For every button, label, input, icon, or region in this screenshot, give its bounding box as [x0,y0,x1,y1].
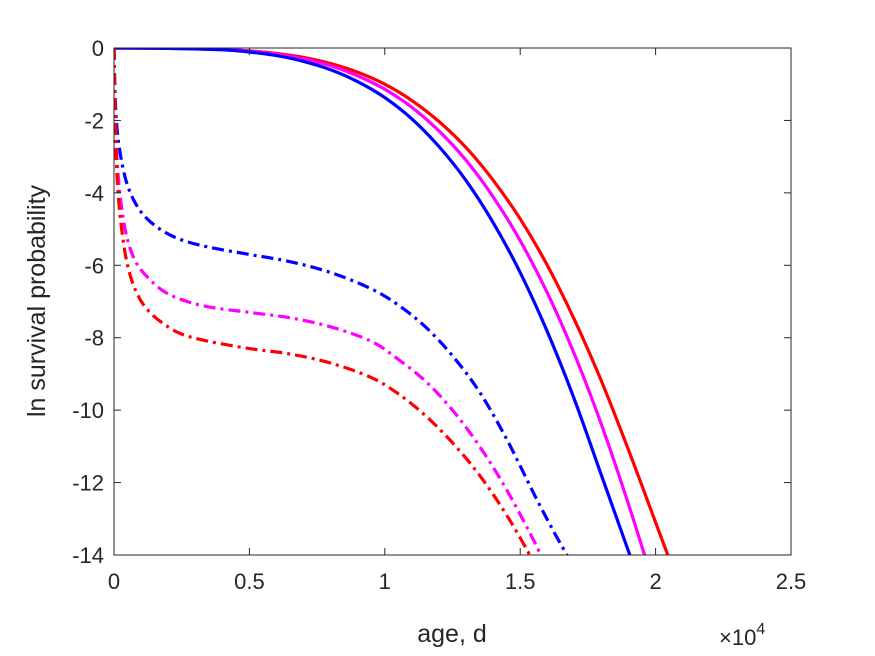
series-line-3-solid [114,48,632,555]
y-tick-label: -8 [84,326,104,351]
x-exponent-label: ×104 [719,621,765,650]
plot-frame [113,47,792,556]
y-tick-label: -2 [84,108,104,133]
x-tick-label: 2.5 [776,569,807,594]
y-tick-label: -4 [84,181,104,206]
series-line-4-dashdot [114,48,569,555]
ticks-layer: 0 0.5 1 1.5 2 2.5 0 -2 -4 -6 -8 -10 -12 -14 [72,36,806,594]
x-exponent-power: 4 [756,621,765,638]
series-line-6-dashdot [114,48,532,555]
axes-layer [113,47,792,556]
y-tick-label: -10 [72,398,104,423]
y-axis-label: ln survival probability [23,184,51,417]
series-line-5-dashdot [114,48,543,555]
y-tick-label: -6 [84,253,104,278]
x-axis-label: age, d [417,620,487,648]
plot-background [114,48,791,555]
series-layer [114,48,670,555]
x-tick-label: 1 [379,569,391,594]
x-tick-label: 0.5 [234,569,265,594]
y-tick-label: -12 [72,471,104,496]
x-tick-label: 1.5 [505,569,536,594]
x-tick-label: 2 [649,569,661,594]
x-tick-label: 0 [108,569,120,594]
x-exponent-base: ×10 [719,625,756,650]
y-tick-label: 0 [92,36,104,61]
y-tick-label: -14 [72,543,104,568]
